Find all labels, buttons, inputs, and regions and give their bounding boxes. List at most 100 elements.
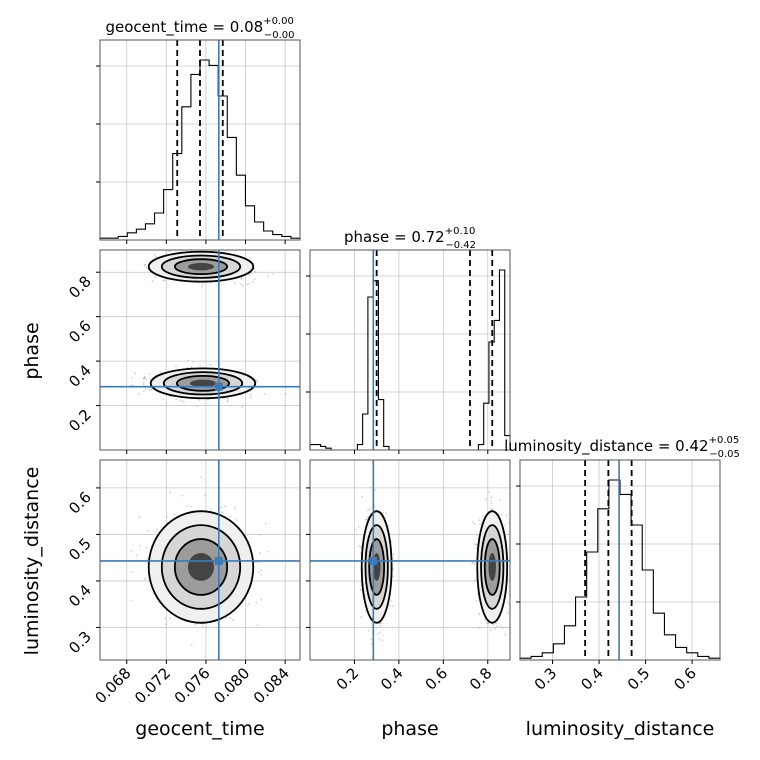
scatter-point	[392, 575, 395, 578]
scatter-point	[175, 398, 178, 400]
scatter-point	[490, 499, 492, 502]
scatter-point	[135, 554, 138, 556]
panel-frame	[309, 459, 511, 661]
scatter-point	[251, 281, 254, 283]
scatter-point	[151, 280, 154, 283]
scatter-point	[190, 643, 193, 646]
xlabel-geocent-time: geocent_time	[135, 718, 264, 740]
scatter-point	[234, 506, 237, 509]
scatter-point	[475, 599, 478, 602]
scatter-point	[159, 371, 162, 374]
scatter-point	[169, 617, 172, 620]
scatter-point	[500, 513, 503, 516]
scatter-point	[508, 603, 510, 605]
contour-line	[175, 374, 231, 392]
scatter-point	[359, 589, 362, 591]
scatter-point	[357, 545, 360, 548]
scatter-point	[264, 522, 267, 525]
tick-label-x: 0.4	[377, 664, 407, 694]
scatter-point	[241, 406, 243, 408]
scatter-point	[169, 491, 172, 494]
scatter-point	[366, 516, 369, 518]
scatter-point	[142, 383, 145, 386]
scatter-point	[240, 278, 243, 280]
scatter-point	[143, 377, 146, 379]
density-level	[187, 262, 215, 271]
scatter-point	[234, 282, 236, 284]
scatter-point	[392, 553, 395, 556]
scatter-point	[487, 622, 490, 625]
scatter-point	[226, 397, 229, 400]
quantile-layer	[176, 40, 633, 660]
frame-layer	[99, 39, 721, 661]
scatter-point	[146, 558, 149, 560]
scatter-point	[173, 513, 176, 516]
tick-label-x: 0.072	[131, 664, 174, 707]
scatter-point	[361, 495, 363, 498]
xlabel-phase: phase	[381, 718, 438, 740]
scatter-point	[204, 494, 207, 497]
scatter-point	[181, 494, 184, 497]
scatter-point	[354, 529, 357, 531]
grid-layer	[100, 40, 720, 660]
scatter-point	[267, 275, 269, 278]
scatter-point	[272, 273, 275, 275]
scatter-point	[473, 563, 476, 565]
scatter-point	[475, 534, 478, 536]
scatter-point	[257, 571, 260, 574]
scatter-point	[490, 496, 493, 498]
tick-label-x: 0.084	[250, 664, 293, 707]
scatter-point	[255, 379, 257, 381]
contour-line	[147, 510, 255, 624]
scatter-point	[240, 368, 243, 371]
scatter-point	[482, 515, 484, 518]
scatter-point	[202, 625, 205, 628]
scatter-point	[246, 283, 249, 286]
scatter-point	[367, 629, 370, 632]
scatter-point	[260, 569, 262, 572]
scatter-point	[162, 279, 165, 282]
tick-label-x: 0.068	[91, 664, 134, 707]
contour-line	[173, 258, 229, 276]
tick-label-x: 0.2	[333, 664, 363, 694]
scatter-point	[473, 523, 476, 525]
scatter-point	[379, 625, 382, 627]
scatter-point	[478, 519, 481, 522]
histogram-luminosity-distance	[519, 479, 721, 660]
contour-line	[480, 524, 505, 610]
scatter-point	[253, 270, 256, 273]
scatter-point	[148, 389, 151, 392]
scatter-point	[180, 399, 182, 402]
scatter-point	[479, 523, 482, 525]
scatter-point	[360, 616, 362, 618]
contour-layer	[147, 250, 509, 624]
tick-label-x: 0.6	[422, 664, 452, 694]
panel-frame	[99, 459, 301, 661]
contour-line	[360, 510, 393, 624]
scatter-point	[381, 639, 384, 641]
scatter-point	[190, 366, 192, 368]
contour-line	[147, 250, 255, 283]
scatter-point	[168, 250, 170, 253]
scatter-point	[256, 624, 259, 627]
contour-line	[160, 524, 242, 610]
title-geocent-time: geocent_time = 0.08+0.00 −0.00	[105, 16, 294, 41]
tick-label-x: 0.080	[210, 664, 253, 707]
tick-label-x: 0.076	[171, 664, 214, 707]
contour-line	[364, 524, 389, 610]
scatter-point	[495, 622, 497, 625]
scatter-point	[365, 518, 368, 521]
scatter-point	[248, 274, 251, 276]
scatter-point	[143, 264, 146, 266]
scatter-point	[369, 486, 372, 489]
scatter-point	[248, 603, 251, 605]
scatter-point	[155, 531, 158, 534]
scatter-point	[506, 600, 509, 603]
scatter-point	[478, 613, 480, 616]
scatter-point	[165, 623, 168, 626]
title-luminosity-distance: luminosity_distance = 0.42+0.05 −0.05	[504, 435, 740, 460]
scatter-point	[143, 390, 145, 393]
contour-line	[476, 510, 509, 624]
scatter-point	[382, 511, 384, 514]
scatter-point	[145, 378, 147, 381]
